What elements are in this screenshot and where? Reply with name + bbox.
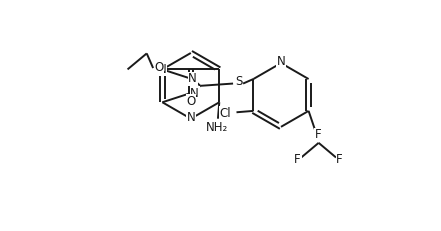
Text: N: N xyxy=(277,55,285,68)
Text: F: F xyxy=(336,153,343,166)
Text: F: F xyxy=(314,128,321,141)
Text: NH₂: NH₂ xyxy=(206,121,228,134)
Text: O: O xyxy=(154,61,164,74)
Text: S: S xyxy=(235,75,242,88)
Text: F: F xyxy=(294,153,301,166)
Text: O: O xyxy=(187,95,196,108)
Text: N: N xyxy=(158,63,167,76)
Text: Cl: Cl xyxy=(219,107,231,120)
Text: N: N xyxy=(190,87,199,100)
Text: N: N xyxy=(187,111,195,124)
Text: N: N xyxy=(188,72,197,85)
